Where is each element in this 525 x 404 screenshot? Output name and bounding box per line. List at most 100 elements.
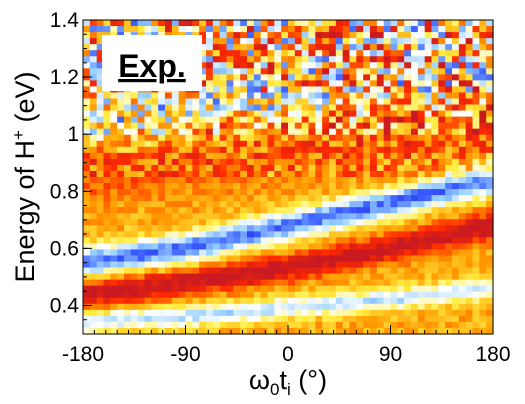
heatmap-cell xyxy=(376,104,385,112)
heatmap-cell xyxy=(445,74,453,81)
heatmap-cell xyxy=(274,291,282,299)
heatmap-cell xyxy=(103,140,111,148)
heatmap-cell xyxy=(253,152,262,160)
heatmap-cell xyxy=(445,20,453,27)
heatmap-cell xyxy=(479,183,487,190)
heatmap-cell xyxy=(171,231,180,238)
heatmap-cell xyxy=(288,291,296,299)
heatmap-cell xyxy=(411,104,419,112)
heatmap-cell xyxy=(199,152,207,160)
heatmap-cell xyxy=(288,146,296,154)
heatmap-cell xyxy=(178,303,187,311)
heatmap-cell xyxy=(349,74,357,81)
heatmap-cell xyxy=(158,291,166,299)
heatmap-cell xyxy=(199,195,207,202)
heatmap-cell xyxy=(130,128,139,136)
y-axis-title: Energy of H+ (eV) xyxy=(9,71,40,282)
heatmap-cell xyxy=(267,80,275,88)
heatmap-cell xyxy=(404,225,412,232)
heatmap-cell xyxy=(472,315,480,323)
heatmap-cell xyxy=(110,225,118,232)
heatmap-cell xyxy=(89,116,98,124)
heatmap-cell xyxy=(110,104,118,112)
heatmap-cell xyxy=(335,279,344,287)
heatmap-cell xyxy=(294,201,303,208)
heatmap-cell xyxy=(445,267,453,275)
heatmap-cell xyxy=(322,26,330,33)
heatmap-cell xyxy=(486,303,494,311)
heatmap-cell xyxy=(397,38,405,45)
heatmap-cell xyxy=(458,231,467,238)
heatmap-cell xyxy=(452,68,460,75)
heatmap-cell xyxy=(315,309,323,317)
heatmap-cell xyxy=(424,158,433,166)
heatmap-cell xyxy=(445,321,453,329)
heatmap-cell xyxy=(404,213,412,220)
heatmap-cell xyxy=(329,243,337,251)
heatmap-cell xyxy=(486,140,494,148)
heatmap-cell xyxy=(240,56,248,63)
heatmap-cell xyxy=(301,104,310,112)
heatmap-cell xyxy=(274,146,282,154)
heatmap-cell xyxy=(431,116,439,124)
heatmap-cell xyxy=(322,44,330,51)
heatmap-cell xyxy=(219,225,228,232)
heatmap-cell xyxy=(431,74,439,81)
heatmap-cell xyxy=(417,243,426,251)
heatmap-cell xyxy=(308,237,316,245)
heatmap-cell xyxy=(390,116,398,124)
heatmap-cell xyxy=(349,183,357,190)
heatmap-cell xyxy=(199,62,207,69)
heatmap-cell xyxy=(472,80,480,88)
heatmap-cell xyxy=(486,243,494,251)
heatmap-cell xyxy=(274,297,282,305)
heatmap-cell xyxy=(472,279,480,287)
heatmap-cell xyxy=(206,158,214,166)
heatmap-cell xyxy=(370,146,378,154)
heatmap-cell xyxy=(417,32,426,39)
heatmap-cell xyxy=(301,261,310,269)
heatmap-cell xyxy=(233,74,241,81)
heatmap-cell xyxy=(465,74,474,81)
heatmap-cell xyxy=(472,243,480,251)
heatmap-cell xyxy=(253,68,262,75)
heatmap-cell xyxy=(253,50,262,57)
heatmap-cell xyxy=(83,231,91,238)
heatmap-cell xyxy=(363,219,371,226)
heatmap-cell xyxy=(431,80,439,88)
heatmap-cell xyxy=(110,201,118,208)
heatmap-cell xyxy=(370,327,378,335)
heatmap-cell xyxy=(247,231,255,238)
heatmap-cell xyxy=(281,201,289,208)
heatmap-cell xyxy=(445,86,453,94)
heatmap-cell xyxy=(199,104,207,112)
heatmap-cell xyxy=(383,158,392,166)
heatmap-cell xyxy=(267,243,275,251)
heatmap-cell xyxy=(89,249,98,257)
heatmap-cell xyxy=(329,152,337,160)
heatmap-cell xyxy=(83,309,91,317)
heatmap-cell xyxy=(260,26,269,33)
heatmap-cell xyxy=(219,249,228,257)
heatmap-cell xyxy=(206,140,214,148)
heatmap-cell xyxy=(356,98,364,106)
heatmap-cell xyxy=(342,279,351,287)
heatmap-cell xyxy=(158,315,166,323)
heatmap-cell xyxy=(411,152,419,160)
heatmap-cell xyxy=(288,62,296,69)
heatmap-cell xyxy=(383,303,392,311)
heatmap-cell xyxy=(452,146,460,154)
heatmap-cell xyxy=(240,273,248,281)
heatmap-cell xyxy=(89,327,98,335)
heatmap-cell xyxy=(363,104,371,112)
heatmap-cell xyxy=(445,219,453,226)
heatmap-cell xyxy=(363,279,371,287)
heatmap-cell xyxy=(363,50,371,57)
heatmap-cell xyxy=(192,152,200,160)
heatmap-cell xyxy=(260,44,269,51)
heatmap-cell xyxy=(315,225,323,232)
heatmap-cell xyxy=(349,309,357,317)
heatmap-cell xyxy=(151,261,159,269)
heatmap-cell xyxy=(110,309,118,317)
heatmap-cell xyxy=(281,44,289,51)
